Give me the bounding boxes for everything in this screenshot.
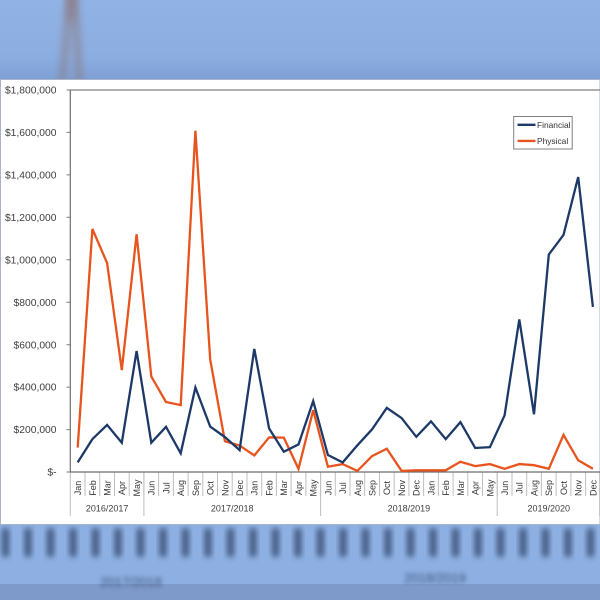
svg-text:$200,000: $200,000 <box>14 425 57 436</box>
svg-text:Feb: Feb <box>88 480 98 496</box>
svg-text:Dec: Dec <box>412 480 422 497</box>
svg-text:Aug: Aug <box>353 480 363 496</box>
svg-text:Nov: Nov <box>574 480 584 497</box>
svg-text:Feb: Feb <box>441 480 451 496</box>
svg-text:Nov: Nov <box>220 480 230 497</box>
svg-text:Jul: Jul <box>338 482 348 494</box>
svg-text:Jun: Jun <box>147 481 157 496</box>
svg-text:Apr: Apr <box>117 481 127 495</box>
svg-text:Mar: Mar <box>279 480 289 496</box>
svg-text:Mar: Mar <box>456 480 466 496</box>
svg-text:Jul: Jul <box>161 482 171 494</box>
svg-text:$1,800,000: $1,800,000 <box>5 86 57 97</box>
svg-text:Jan: Jan <box>73 481 83 496</box>
svg-text:Feb: Feb <box>264 480 274 496</box>
svg-text:Oct: Oct <box>206 481 216 496</box>
svg-text:Oct: Oct <box>559 481 569 496</box>
svg-text:2019/2020: 2019/2020 <box>528 504 571 514</box>
svg-text:Jun: Jun <box>500 481 510 496</box>
svg-text:May: May <box>485 479 495 497</box>
svg-text:$1,600,000: $1,600,000 <box>5 128 57 139</box>
svg-text:Nov: Nov <box>397 480 407 497</box>
svg-text:Apr: Apr <box>294 481 304 495</box>
svg-text:$1,000,000: $1,000,000 <box>5 255 57 266</box>
svg-text:Sep: Sep <box>544 480 554 496</box>
svg-text:$400,000: $400,000 <box>14 383 57 394</box>
svg-text:$600,000: $600,000 <box>14 340 57 351</box>
svg-text:Sep: Sep <box>368 480 378 496</box>
svg-text:$1,400,000: $1,400,000 <box>5 171 57 182</box>
svg-text:Dec: Dec <box>235 480 245 497</box>
svg-text:Aug: Aug <box>529 480 539 496</box>
svg-text:2018/2019: 2018/2019 <box>388 504 431 514</box>
svg-text:Mar: Mar <box>103 480 113 496</box>
svg-text:Physical: Physical <box>537 136 568 146</box>
svg-text:Jul: Jul <box>515 482 525 494</box>
svg-text:Aug: Aug <box>176 480 186 496</box>
svg-text:Financial: Financial <box>537 120 571 130</box>
svg-text:Sep: Sep <box>191 480 201 496</box>
svg-text:2017/2018: 2017/2018 <box>100 575 161 590</box>
svg-text:2016/2017: 2016/2017 <box>86 504 129 514</box>
svg-text:2018/2019: 2018/2019 <box>404 571 465 586</box>
svg-text:Apr: Apr <box>471 481 481 495</box>
svg-text:Dec: Dec <box>588 480 598 497</box>
svg-text:$-: $- <box>47 468 56 479</box>
svg-text:2017/2018: 2017/2018 <box>211 504 254 514</box>
svg-text:May: May <box>132 479 142 497</box>
svg-text:Jan: Jan <box>250 481 260 496</box>
svg-text:May: May <box>309 479 319 497</box>
svg-text:Oct: Oct <box>382 481 392 496</box>
svg-text:Jun: Jun <box>323 481 333 496</box>
svg-text:Jan: Jan <box>426 481 436 496</box>
svg-text:$1,200,000: $1,200,000 <box>5 213 57 224</box>
svg-text:$800,000: $800,000 <box>14 298 57 309</box>
